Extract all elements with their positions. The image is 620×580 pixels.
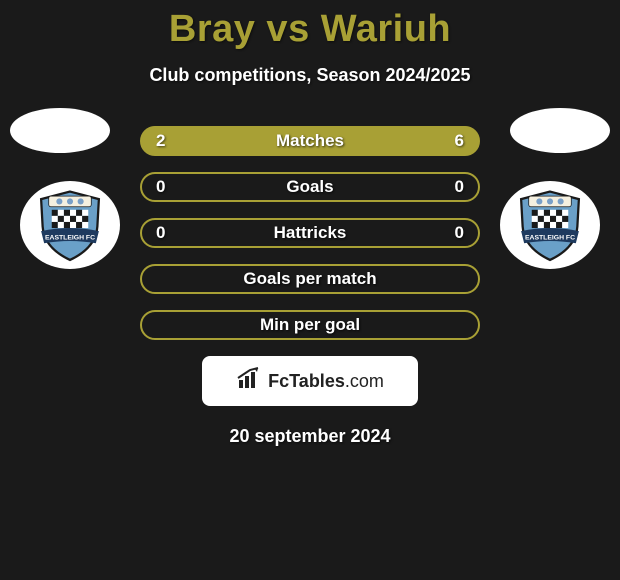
club-badge-right: EASTLEIGH FC xyxy=(512,187,588,263)
stat-row: Goals per match xyxy=(140,264,480,294)
player-avatar-left xyxy=(10,108,110,153)
stat-row: 0 Hattricks 0 xyxy=(140,218,480,248)
stat-row: 2 Matches 6 xyxy=(140,126,480,156)
stat-value-left: 0 xyxy=(156,177,172,197)
chart-icon xyxy=(236,366,262,397)
club-logo-right: EASTLEIGH FC xyxy=(500,181,600,269)
stat-label: Goals xyxy=(286,177,333,197)
watermark: FcTables.com xyxy=(202,356,418,406)
club-logo-left: EASTLEIGH FC xyxy=(20,181,120,269)
stat-label: Matches xyxy=(276,131,344,151)
page-title: Bray vs Wariuh xyxy=(0,0,620,51)
stat-label: Goals per match xyxy=(243,269,376,289)
stat-value-right: 6 xyxy=(448,131,464,151)
watermark-brand: FcTables xyxy=(268,371,345,391)
stat-row: Min per goal xyxy=(140,310,480,340)
club-badge-left: EASTLEIGH FC xyxy=(32,187,108,263)
stat-value-left: 2 xyxy=(156,131,172,151)
stat-value-left: 0 xyxy=(156,223,172,243)
subtitle: Club competitions, Season 2024/2025 xyxy=(0,65,620,86)
comparison-panel: EASTLEIGH FC EASTLEIGH FC 2 Matches 6 0 Goal… xyxy=(0,126,620,447)
stat-value-right: 0 xyxy=(448,223,464,243)
date-text: 20 september 2024 xyxy=(0,426,620,447)
svg-text:EASTLEIGH FC: EASTLEIGH FC xyxy=(45,234,95,241)
stat-value-right: 0 xyxy=(448,177,464,197)
stat-row: 0 Goals 0 xyxy=(140,172,480,202)
svg-text:EASTLEIGH FC: EASTLEIGH FC xyxy=(525,234,575,241)
watermark-domain: .com xyxy=(345,371,384,391)
stat-label: Min per goal xyxy=(260,315,360,335)
stat-label: Hattricks xyxy=(274,223,347,243)
player-avatar-right xyxy=(510,108,610,153)
stat-rows: 2 Matches 6 0 Goals 0 0 Hattricks 0 Goals per mat… xyxy=(140,126,480,340)
watermark-text: FcTables.com xyxy=(268,371,384,392)
